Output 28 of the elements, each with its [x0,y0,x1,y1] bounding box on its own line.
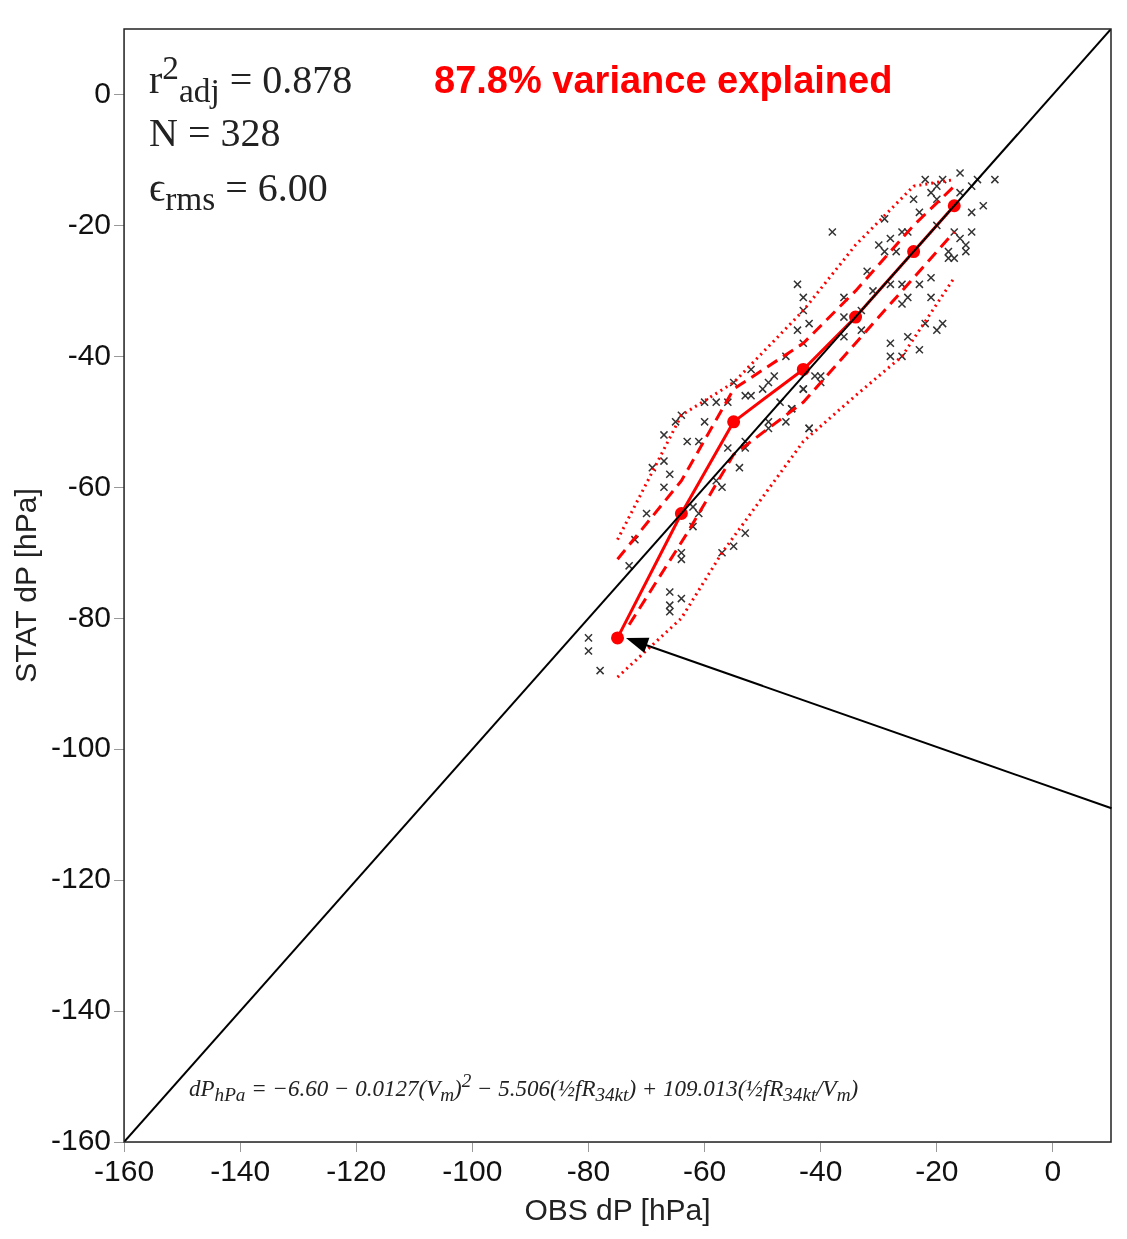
y-tick-label: -60 [67,468,112,502]
x-tick-label: -140 [210,1154,271,1188]
y-axis-title: STAT dP [hPa] [9,488,43,683]
annotation: N = 328 [149,109,281,156]
y-tick-label: -80 [67,599,112,633]
x-tick-label: -100 [442,1154,503,1188]
x-tick-label: 0 [1044,1154,1062,1188]
y-tick-label: -140 [51,992,112,1026]
y-tick-label: -120 [51,861,112,895]
y-tick-label: -20 [67,206,112,240]
x-tick-label: -40 [799,1154,843,1188]
y-tick-label: -160 [51,1123,112,1157]
annotation: ϵ$_{rms}$ = 6.00 [149,164,328,218]
x-tick-label: -120 [326,1154,387,1188]
annotation: r$^{2}$$_{adj}$ = 0.878 [149,49,353,111]
x-tick-label: -80 [566,1154,611,1188]
y-tick-label: -40 [67,337,112,371]
text: dP$_{hPa}$ = −6.60 − 0.0127(V$_{m}$)$^{2}$ − 5.506(½fR$_{34kt}$) + 109.013(½fR$_{34kt}$/V$_{m}$) [189,1070,859,1106]
line-series [616,276,956,679]
point [611,631,625,645]
x-tick-label: -60 [682,1154,727,1188]
annotation: 87.8% variance explained [434,59,893,102]
x-axis-title: OBS dP [hPa] [524,1193,711,1227]
x-tick-label: -20 [915,1154,959,1188]
x-tick-label: -160 [94,1154,155,1188]
y-tick-label: 0 [94,75,112,109]
point [727,415,741,429]
y-tick-label: -100 [51,730,112,764]
